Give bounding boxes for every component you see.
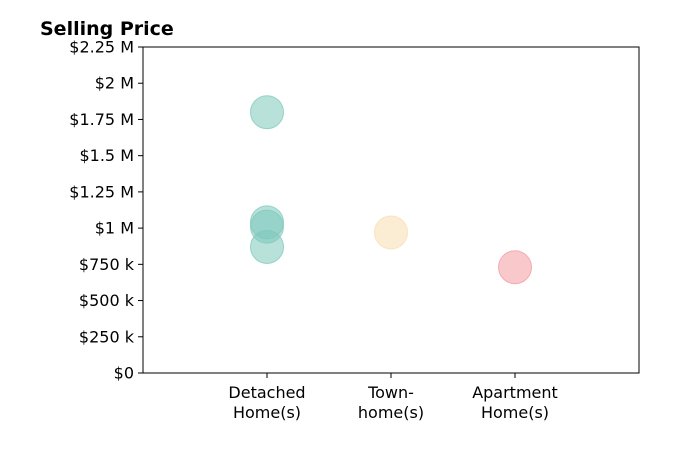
y-tick-label: $1.25 M: [69, 182, 134, 201]
y-tick-label: $2 M: [95, 74, 134, 93]
y-tick-label: $0: [114, 364, 134, 383]
y-axis-ticks: $0 $250 k $500 k $750 k $1 M $1.25 M $1.5 M $1.…: [69, 38, 143, 383]
x-axis-ticks: DetachedHome(s)Town-home(s)ApartmentHome…: [228, 373, 558, 422]
x-tick-label: Home(s): [481, 403, 549, 422]
x-tick-label: Town-: [367, 383, 414, 402]
plot-frame: [142, 46, 640, 374]
data-point-0: [250, 95, 284, 130]
y-tick-label: $250 k: [79, 327, 135, 346]
x-tick-label: Home(s): [233, 403, 301, 422]
y-tick-label: $750 k: [79, 255, 135, 274]
axes: [142, 46, 640, 374]
x-tick-label: home(s): [358, 403, 424, 422]
data-point-4: [374, 215, 408, 250]
y-tick-label: $500 k: [79, 291, 135, 310]
data-point-5: [498, 250, 532, 285]
y-tick-label: $1.75 M: [69, 110, 134, 129]
y-tick-label: $2.25 M: [69, 38, 134, 57]
y-tick-label: $1.5 M: [79, 146, 134, 165]
data-points: [250, 95, 532, 285]
data-point-3: [250, 229, 284, 264]
chart-title: Selling Price: [40, 18, 174, 40]
x-tick-label: Detached: [228, 383, 305, 402]
x-tick-label: Apartment: [472, 383, 558, 402]
y-tick-label: $1 M: [95, 219, 134, 238]
